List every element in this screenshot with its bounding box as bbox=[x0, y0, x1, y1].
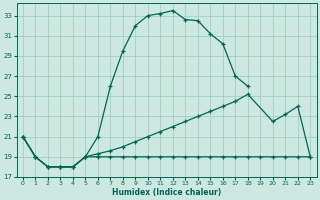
X-axis label: Humidex (Indice chaleur): Humidex (Indice chaleur) bbox=[112, 188, 221, 197]
